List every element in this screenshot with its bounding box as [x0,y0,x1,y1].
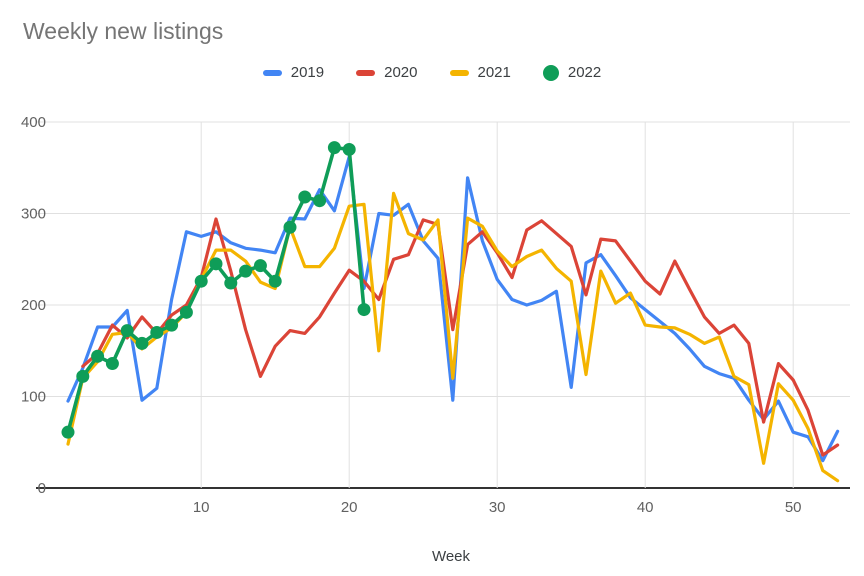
legend-item-2021[interactable]: 2021 [449,64,511,81]
data-point-2022-week-17[interactable] [298,190,312,204]
legend-label: 2022 [567,64,602,81]
series-line-2019[interactable] [66,155,840,463]
x-tick-label: 40 [637,499,654,516]
data-point-2022-week-2[interactable] [76,369,90,383]
data-point-2022-week-4[interactable] [105,357,119,371]
series-line-2021[interactable] [66,191,840,483]
chart-legend: 2019 2020 2021 2022 [0,64,864,81]
legend-swatch-2021 [449,69,469,76]
x-tick-label: 20 [341,499,358,516]
data-point-2022-week-5[interactable] [120,324,134,338]
data-point-2022-week-9[interactable] [179,305,193,319]
legend-item-2019[interactable]: 2019 [262,64,325,81]
y-tick-label: 400 [21,114,46,131]
x-tick-label: 10 [193,499,210,516]
x-tick-label: 50 [785,499,802,516]
y-tick-label: 300 [21,206,46,223]
data-point-2022-week-6[interactable] [135,336,149,350]
data-point-2022-week-19[interactable] [327,141,341,155]
legend-swatch-2022 [542,64,559,81]
data-point-2022-week-12[interactable] [224,276,238,290]
data-point-2022-week-18[interactable] [313,194,327,208]
data-point-2022-week-10[interactable] [194,274,208,288]
data-point-2022-week-3[interactable] [91,349,105,363]
data-point-2022-week-14[interactable] [253,259,267,273]
chart-title[interactable]: Weekly new listings [23,18,224,44]
legend-item-2020[interactable]: 2020 [356,64,418,81]
data-point-2022-week-1[interactable] [61,425,75,439]
data-point-2022-week-16[interactable] [283,220,297,234]
data-point-2022-week-13[interactable] [239,264,253,278]
y-tick-label: 100 [21,389,46,406]
data-point-2022-week-15[interactable] [268,274,282,288]
legend-swatch-2020 [356,69,376,76]
data-point-2022-week-11[interactable] [209,257,223,271]
y-tick-label: 200 [21,297,46,314]
legend-label: 2021 [477,64,511,81]
legend-item-2022[interactable]: 2022 [542,64,602,81]
legend-label: 2019 [290,64,325,81]
legend-swatch-2019 [262,69,282,76]
series-line-2020[interactable] [81,217,840,457]
data-point-2022-week-7[interactable] [150,325,164,339]
y-tick-label: 0 [38,480,46,497]
x-axis-title: Week [432,548,471,565]
legend-label: 2020 [384,64,418,81]
data-point-2022-week-8[interactable] [165,318,179,332]
x-tick-label: 30 [489,499,506,516]
data-point-2022-week-20[interactable] [342,142,356,156]
data-point-2022-week-21[interactable] [357,303,371,317]
